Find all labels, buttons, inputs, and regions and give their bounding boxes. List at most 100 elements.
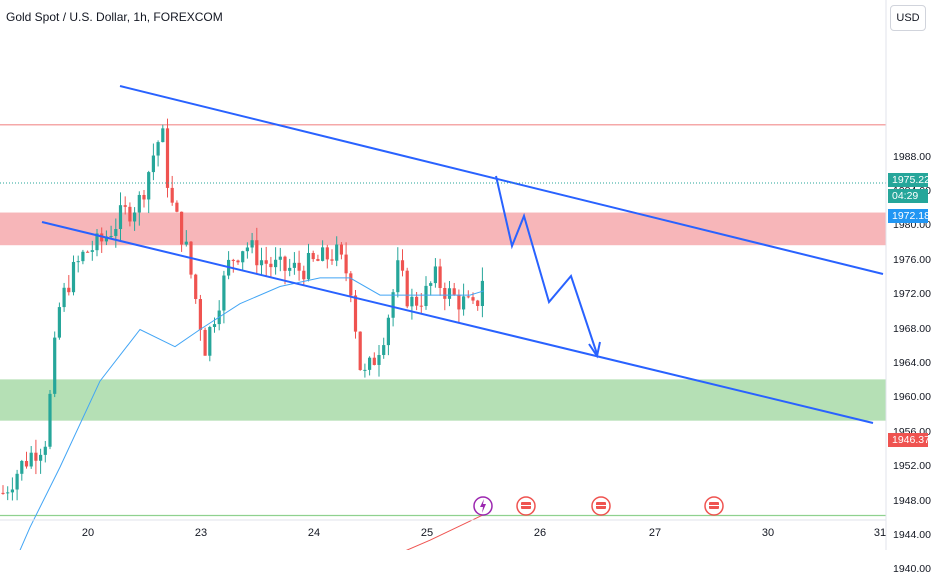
candle-body (311, 252, 315, 260)
candle-body (363, 369, 367, 371)
candle-body (349, 273, 353, 296)
candle-body (208, 326, 212, 356)
price-tick-label: 1988.00 (893, 150, 931, 163)
candle-body (259, 260, 264, 266)
candle-body (433, 266, 437, 284)
candle-body (480, 280, 484, 307)
candle-body (335, 244, 339, 261)
time-tick-label: 27 (648, 527, 662, 539)
candle-body (156, 142, 160, 156)
candle-body (10, 489, 14, 493)
projection-arrowhead (588, 341, 601, 359)
candle-body (118, 205, 123, 230)
candle-body (184, 241, 188, 245)
candle-body (48, 393, 52, 447)
candle-body (410, 296, 414, 307)
time-tick-label: 26 (533, 527, 547, 539)
candle-body (283, 256, 287, 271)
candle-body (297, 262, 301, 271)
candle-body (447, 288, 452, 299)
time-tick-label: 30 (761, 527, 775, 539)
candle-body (396, 260, 400, 293)
ma-value-badge: 1972.18 (888, 209, 930, 223)
candle-body (245, 247, 249, 252)
candle-body (71, 261, 76, 293)
candle-body (405, 270, 409, 307)
candle-body (476, 300, 480, 307)
price-tick-label: 1964.00 (893, 356, 931, 369)
price-tick-label: 1968.00 (893, 322, 931, 335)
candle-body (67, 287, 71, 293)
candle-body (255, 240, 259, 266)
candle-body (109, 235, 113, 237)
candle-body (86, 251, 90, 253)
price-tick-label: 1952.00 (893, 460, 931, 473)
currency-button[interactable]: USD (890, 5, 926, 31)
candle-body (57, 307, 61, 338)
candle-body (104, 236, 108, 242)
candle-body (377, 354, 381, 365)
candle-body (24, 460, 29, 467)
candle-body (165, 128, 170, 188)
moving-average-line (19, 277, 485, 550)
candle-body (382, 345, 386, 355)
candle-body (415, 296, 419, 306)
candle-body (39, 454, 43, 461)
candle-body (353, 295, 358, 332)
candle-body (344, 254, 348, 274)
candle-body (306, 252, 311, 280)
candle-body (128, 206, 132, 222)
candle-body (386, 317, 390, 346)
candle-body (400, 260, 405, 271)
candle-body (90, 250, 94, 252)
price-tick-label: 1944.00 (893, 528, 931, 541)
candle-body (6, 492, 10, 494)
candle-body (241, 251, 245, 263)
candle-body (368, 357, 372, 370)
candle-body (194, 274, 198, 300)
candle-body (438, 266, 442, 288)
candle-body (443, 287, 447, 299)
candle-body (264, 260, 268, 264)
time-tick-label: 20 (81, 527, 95, 539)
candle-body (123, 205, 127, 207)
price-chart[interactable] (0, 0, 932, 550)
candle-body (471, 297, 475, 301)
candle-body (316, 259, 320, 261)
candle-body (278, 256, 282, 260)
chart-title: Gold Spot / U.S. Dollar, 1h, FOREXCOM (6, 10, 223, 24)
candle-body (339, 244, 343, 255)
time-tick-label: 25 (420, 527, 434, 539)
candle-body (292, 262, 296, 268)
candle-body (429, 283, 433, 286)
ema-line (405, 513, 485, 550)
candle-body (81, 251, 85, 262)
projection-path (495, 175, 598, 355)
candle-body (391, 292, 395, 318)
candle-body (114, 229, 118, 236)
candle-body (180, 211, 184, 245)
current-price-badge: 1975.22 (888, 173, 930, 187)
candles-layer (1, 118, 484, 501)
time-tick-label: 23 (194, 527, 208, 539)
candle-body (151, 155, 155, 173)
lightning-glyph (480, 499, 486, 513)
price-tick-label: 1960.00 (893, 391, 931, 404)
price-tick-label: 1948.00 (893, 494, 931, 507)
channel-upper-line (119, 85, 884, 275)
support-zone (0, 379, 886, 421)
candle-body (269, 263, 273, 268)
candle-body (161, 128, 165, 143)
candle-body (212, 324, 217, 327)
candle-body (175, 202, 179, 212)
candle-body (457, 294, 461, 310)
resistance-zone (0, 212, 886, 246)
candle-body (133, 212, 137, 222)
candle-body (137, 194, 141, 213)
candle-body (325, 247, 329, 260)
candle-body (274, 259, 278, 268)
candle-body (288, 267, 292, 271)
candle-body (203, 329, 207, 356)
candle-body (76, 261, 80, 263)
candle-body (29, 452, 33, 467)
